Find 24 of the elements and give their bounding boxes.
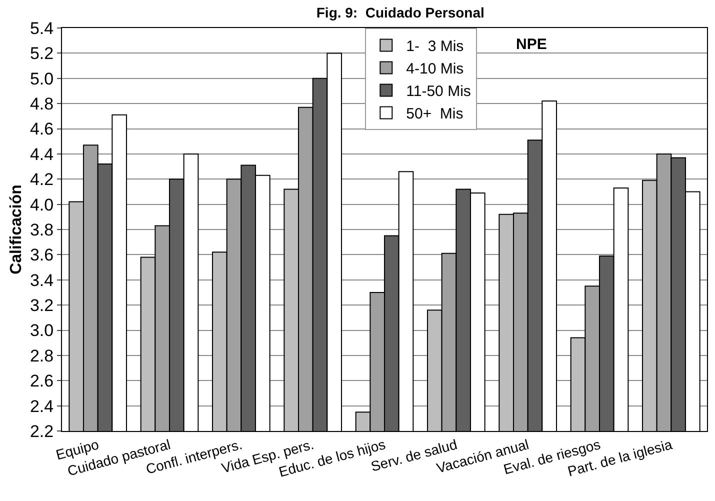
y-tick-label: 4.4 [30, 144, 54, 164]
chart-title: Fig. 9: Cuidado Personal [316, 4, 484, 20]
y-tick-label: 3.6 [30, 246, 54, 265]
legend-label: 50+ Mis [406, 106, 464, 123]
y-tick-label: 3.0 [30, 321, 54, 340]
legend-label: 11-50 Mis [406, 83, 471, 100]
y-tick-label: 2.8 [30, 346, 54, 366]
y-tick-label: 2.2 [30, 422, 54, 441]
annotation: NPE [516, 36, 547, 53]
y-tick-label: 4.2 [30, 170, 54, 190]
y-tick-label: 5.0 [30, 69, 54, 88]
y-axis-title: Calificación [8, 184, 25, 274]
y-tick-label: 3.8 [30, 220, 54, 240]
y-tick-label: 4.0 [30, 195, 54, 214]
legend-label: 4-10 Mis [406, 60, 464, 78]
y-tick-label: 5.2 [30, 44, 54, 64]
y-tick-label: 3.2 [30, 296, 54, 316]
y-tick-label: 5.4 [30, 18, 54, 38]
y-tick-label: 4.6 [30, 120, 54, 139]
y-tick-label: 4.8 [30, 94, 54, 114]
y-tick-label: 2.4 [30, 396, 54, 416]
y-tick-label: 3.4 [30, 270, 54, 290]
legend-label: 1- 3 Mis [406, 38, 464, 56]
y-tick-label: 2.6 [30, 372, 54, 391]
